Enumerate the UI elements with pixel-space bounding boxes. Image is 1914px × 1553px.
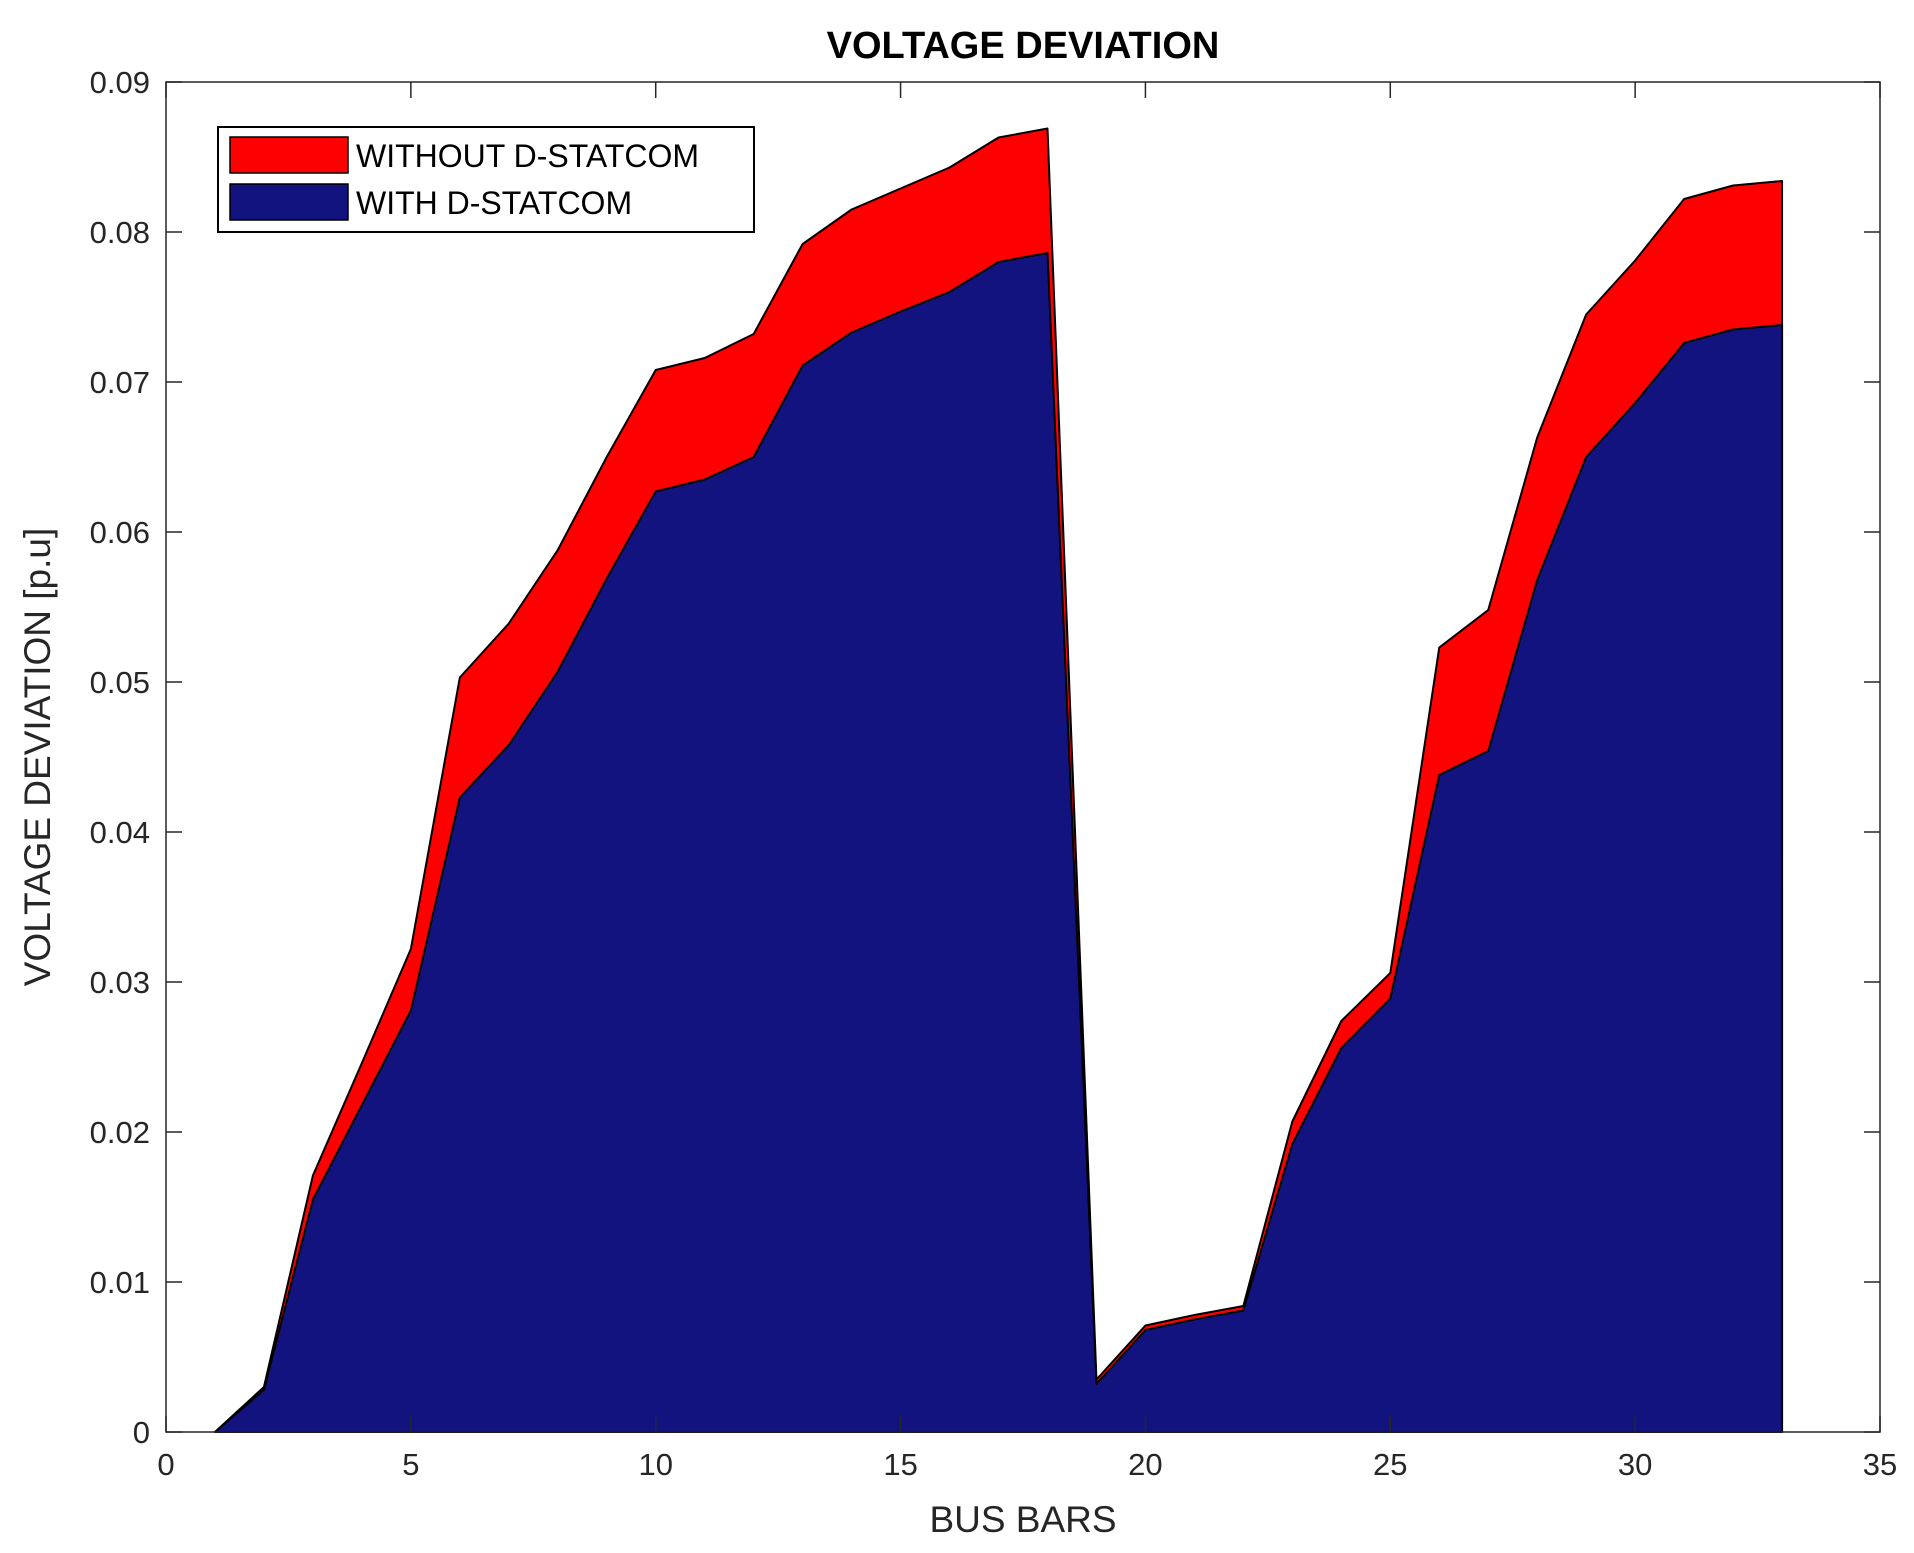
x-axis-label: BUS BARS — [929, 1499, 1116, 1540]
x-tick-label: 20 — [1128, 1447, 1162, 1482]
series-areas — [213, 127, 1784, 1433]
y-tick-label: 0.04 — [90, 815, 150, 850]
axis-ticks: 0 5 10 15 20 25 30 35 0 0.01 0.02 0.03 0.04 0.05 0.06 0… — [90, 65, 1898, 1482]
y-tick-label: 0.02 — [90, 1115, 150, 1150]
y-tick-label: 0 — [133, 1415, 150, 1450]
y-tick-label: 0.05 — [90, 665, 150, 700]
legend-label-2: WITH D-STATCOM — [356, 185, 632, 221]
y-tick-label: 0.03 — [90, 965, 150, 1000]
x-tick-label: 15 — [883, 1447, 917, 1482]
legend-swatch-1 — [229, 136, 349, 174]
x-tick-label: 25 — [1373, 1447, 1407, 1482]
y-tick-label: 0.09 — [90, 65, 150, 100]
area-series-2 — [213, 252, 1784, 1433]
x-tick-label: 0 — [157, 1447, 174, 1482]
legend-label-1: WITHOUT D-STATCOM — [356, 138, 699, 174]
legend-swatch-2 — [229, 183, 349, 221]
y-tick-label: 0.08 — [90, 215, 150, 250]
x-tick-label: 30 — [1618, 1447, 1652, 1482]
x-tick-label: 10 — [638, 1447, 672, 1482]
y-tick-label: 0.01 — [90, 1265, 150, 1300]
plot-frame — [165, 81, 1881, 1433]
y-axis-label: VOLTAGE DEVIATION [p.u] — [17, 528, 58, 987]
y-tick-label: 0.06 — [90, 515, 150, 550]
x-tick-label: 5 — [402, 1447, 419, 1482]
y-tick-label: 0.07 — [90, 365, 150, 400]
x-tick-label: 35 — [1863, 1447, 1897, 1482]
chart-title: VOLTAGE DEVIATION — [827, 25, 1220, 67]
legend: WITHOUT D-STATCOM WITH D-STATCOM — [217, 126, 755, 233]
